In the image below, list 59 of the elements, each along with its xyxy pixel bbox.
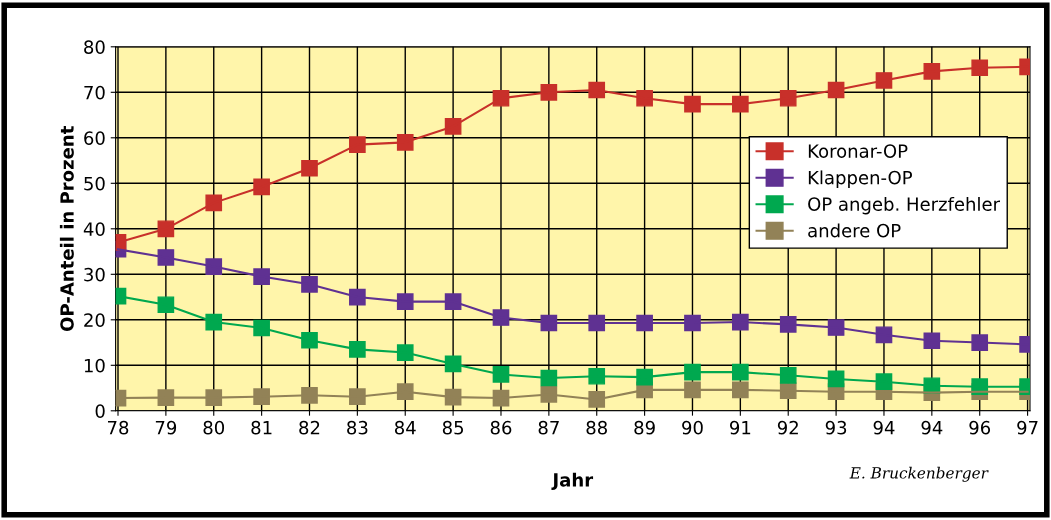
point <box>349 341 366 358</box>
x-tick-label: 84 <box>394 420 416 435</box>
y-tick-label: 30 <box>84 267 105 282</box>
y-tick-label: 80 <box>84 40 105 54</box>
x-tick-label: 94 <box>921 420 943 435</box>
x-tick-label: 85 <box>442 420 464 435</box>
point <box>301 159 318 177</box>
x-tick-label: 96 <box>969 420 991 435</box>
x-tick-label: 87 <box>538 420 559 435</box>
point <box>779 89 797 107</box>
point <box>253 388 270 406</box>
point <box>779 316 797 333</box>
x-tick-label: 79 <box>155 420 177 435</box>
x-tick-label: 91 <box>730 420 751 435</box>
x-tick-label: 83 <box>347 420 368 435</box>
x-tick-label: 89 <box>634 420 655 435</box>
y-tick-label: 70 <box>84 85 105 100</box>
x-tick-label: 90 <box>682 420 703 435</box>
point <box>779 366 797 384</box>
x-tick-label: 86 <box>490 420 512 435</box>
x-tick-label: 93 <box>825 420 847 435</box>
text: E. Bruckenberger <box>849 466 989 482</box>
x-tick-label: 81 <box>251 420 272 435</box>
point <box>349 388 366 406</box>
x-axis-title: Jahr <box>551 472 594 491</box>
x-tick-label: 88 <box>586 420 607 435</box>
point <box>396 293 414 310</box>
x-tick-label: 92 <box>777 420 798 435</box>
y-tick-label: 10 <box>84 358 105 373</box>
point <box>253 268 270 285</box>
x-tick-label: 97 <box>1017 420 1038 435</box>
point <box>396 134 414 151</box>
point <box>301 331 318 349</box>
point <box>205 258 223 275</box>
point <box>396 383 414 401</box>
x-tick-label: 80 <box>203 420 225 435</box>
point <box>301 275 318 293</box>
legend-label: Koronar-OP <box>808 144 908 158</box>
point <box>205 389 223 406</box>
legend-label: andere OP <box>808 223 901 238</box>
y-axis-title: OP-Anteil in Prozent <box>59 126 74 332</box>
point <box>301 386 318 404</box>
point <box>588 367 606 385</box>
point <box>588 391 606 408</box>
y-tick-label: 60 <box>84 131 105 145</box>
point <box>971 334 989 351</box>
y-tick-label: 0 <box>95 404 105 418</box>
x-tick-label: 82 <box>299 420 320 435</box>
point <box>396 344 414 361</box>
y-tick-label: 20 <box>84 313 105 327</box>
legend-label: OP angeb. Herzfehler <box>808 196 1001 215</box>
x-tick-label: 78 <box>108 420 129 435</box>
point <box>971 59 989 77</box>
x-tick-label: 94 <box>873 420 895 435</box>
legend-label: Klappen-OP <box>808 170 912 188</box>
y-tick-label: 50 <box>84 176 105 191</box>
point <box>636 89 653 107</box>
point <box>349 136 366 153</box>
y-tick-label: 40 <box>83 222 105 236</box>
